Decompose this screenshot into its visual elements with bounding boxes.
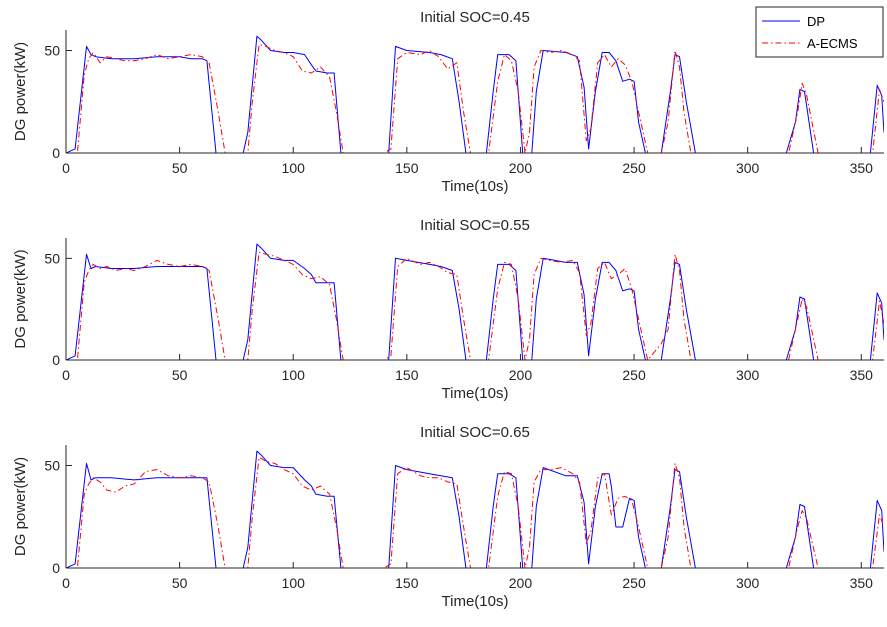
x-tick-label: 0 (62, 367, 70, 383)
series-line-dp (66, 450, 884, 568)
x-tick-label: 100 (282, 575, 306, 591)
y-tick-label: 50 (44, 250, 60, 266)
x-tick-label: 150 (395, 160, 419, 176)
x-tick-label: 250 (622, 367, 646, 383)
y-tick-label: 50 (44, 458, 60, 474)
x-tick-label: 200 (509, 160, 533, 176)
y-tick-label: 0 (52, 560, 60, 576)
series-line-a-ecms (66, 43, 884, 153)
x-tick-label: 150 (395, 367, 419, 383)
x-tick-label: 300 (736, 575, 760, 591)
x-tick-label: 150 (395, 575, 419, 591)
x-tick-label: 300 (736, 367, 760, 383)
y-axis-label: DG power(kW) (12, 249, 29, 348)
series-line-dp (66, 35, 884, 153)
x-tick-label: 50 (172, 575, 188, 591)
subplot-1: 0 50 100 150 200 250 300 350 0 50 Initial SOC=0.45… (12, 9, 884, 195)
x-axis-label: Time(10s) (442, 385, 509, 402)
chart-title: Initial SOC=0.45 (420, 9, 530, 26)
subplots: 0 50 100 150 200 250 300 350 0 50 Initial SOC=0.45… (12, 9, 884, 610)
x-tick-label: 250 (622, 575, 646, 591)
x-tick-label: 350 (850, 160, 874, 176)
subplot-2: 0 50 100 150 200 250 300 350 0 50 Initial SOC=0.55… (12, 217, 884, 402)
subplot-3: 0 50 100 150 200 250 300 350 0 50 Initial SOC=0.65… (12, 424, 884, 610)
x-tick-label: 0 (62, 575, 70, 591)
x-tick-label: 350 (850, 575, 874, 591)
x-tick-label: 300 (736, 160, 760, 176)
x-tick-label: 100 (282, 160, 306, 176)
x-tick-label: 200 (509, 367, 533, 383)
y-tick-label: 0 (52, 352, 60, 368)
x-tick-label: 50 (172, 160, 188, 176)
x-tick-label: 200 (509, 575, 533, 591)
x-tick-label: 250 (622, 160, 646, 176)
chart-title: Initial SOC=0.65 (420, 424, 530, 441)
legend: DP A-ECMS (755, 6, 884, 58)
legend-label-a-ecms: A-ECMS (807, 36, 858, 51)
x-tick-label: 50 (172, 367, 188, 383)
y-axis-label: DG power(kW) (12, 42, 29, 141)
y-tick-label: 50 (44, 43, 60, 59)
series-line-a-ecms (66, 456, 884, 568)
y-axis-label: DG power(kW) (12, 457, 29, 556)
x-axis-label: Time(10s) (442, 178, 509, 195)
y-tick-label: 0 (52, 145, 60, 161)
series-line-dp (66, 243, 884, 360)
x-tick-label: 100 (282, 367, 306, 383)
chart-title: Initial SOC=0.55 (420, 217, 530, 234)
legend-label-dp: DP (807, 14, 825, 29)
x-tick-label: 0 (62, 160, 70, 176)
x-tick-label: 350 (850, 367, 874, 383)
x-axis-label: Time(10s) (442, 593, 509, 610)
legend-box (755, 6, 884, 58)
